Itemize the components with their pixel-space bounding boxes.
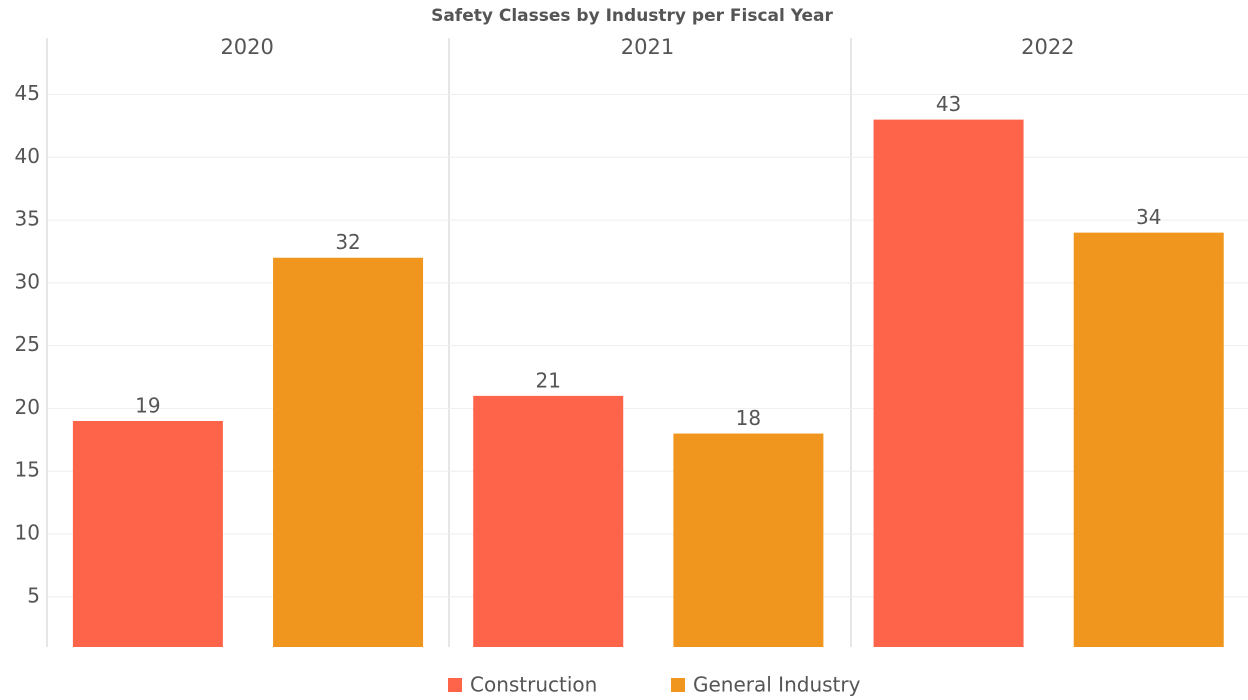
value-label: 19 <box>135 393 160 417</box>
value-label: 43 <box>936 92 961 116</box>
legend-label: General Industry <box>693 673 861 697</box>
y-tick-label: 20 <box>15 395 40 419</box>
y-tick-label: 15 <box>15 458 40 482</box>
bar <box>873 119 1024 648</box>
value-label: 18 <box>736 406 761 430</box>
y-tick-label: 45 <box>15 81 40 105</box>
y-tick-label: 40 <box>15 144 40 168</box>
legend-label: Construction <box>470 673 597 697</box>
bar <box>673 433 824 647</box>
bar <box>1073 232 1224 648</box>
bar <box>473 395 624 647</box>
value-label: 21 <box>535 368 560 392</box>
value-label: 34 <box>1136 205 1161 229</box>
bar <box>72 420 223 647</box>
legend-swatch <box>671 678 685 692</box>
y-tick-label: 35 <box>15 207 40 231</box>
panel-label: 2020 <box>220 35 273 59</box>
panel-label: 2022 <box>1021 35 1074 59</box>
chart-title: Safety Classes by Industry per Fiscal Ye… <box>431 6 833 26</box>
panel-label: 2021 <box>621 35 674 59</box>
y-tick-label: 30 <box>15 269 40 293</box>
y-tick-label: 5 <box>27 583 40 607</box>
y-tick-label: 25 <box>15 332 40 356</box>
legend-swatch <box>448 678 462 692</box>
y-tick-label: 10 <box>15 520 40 544</box>
bar <box>273 257 424 647</box>
value-label: 32 <box>335 230 360 254</box>
